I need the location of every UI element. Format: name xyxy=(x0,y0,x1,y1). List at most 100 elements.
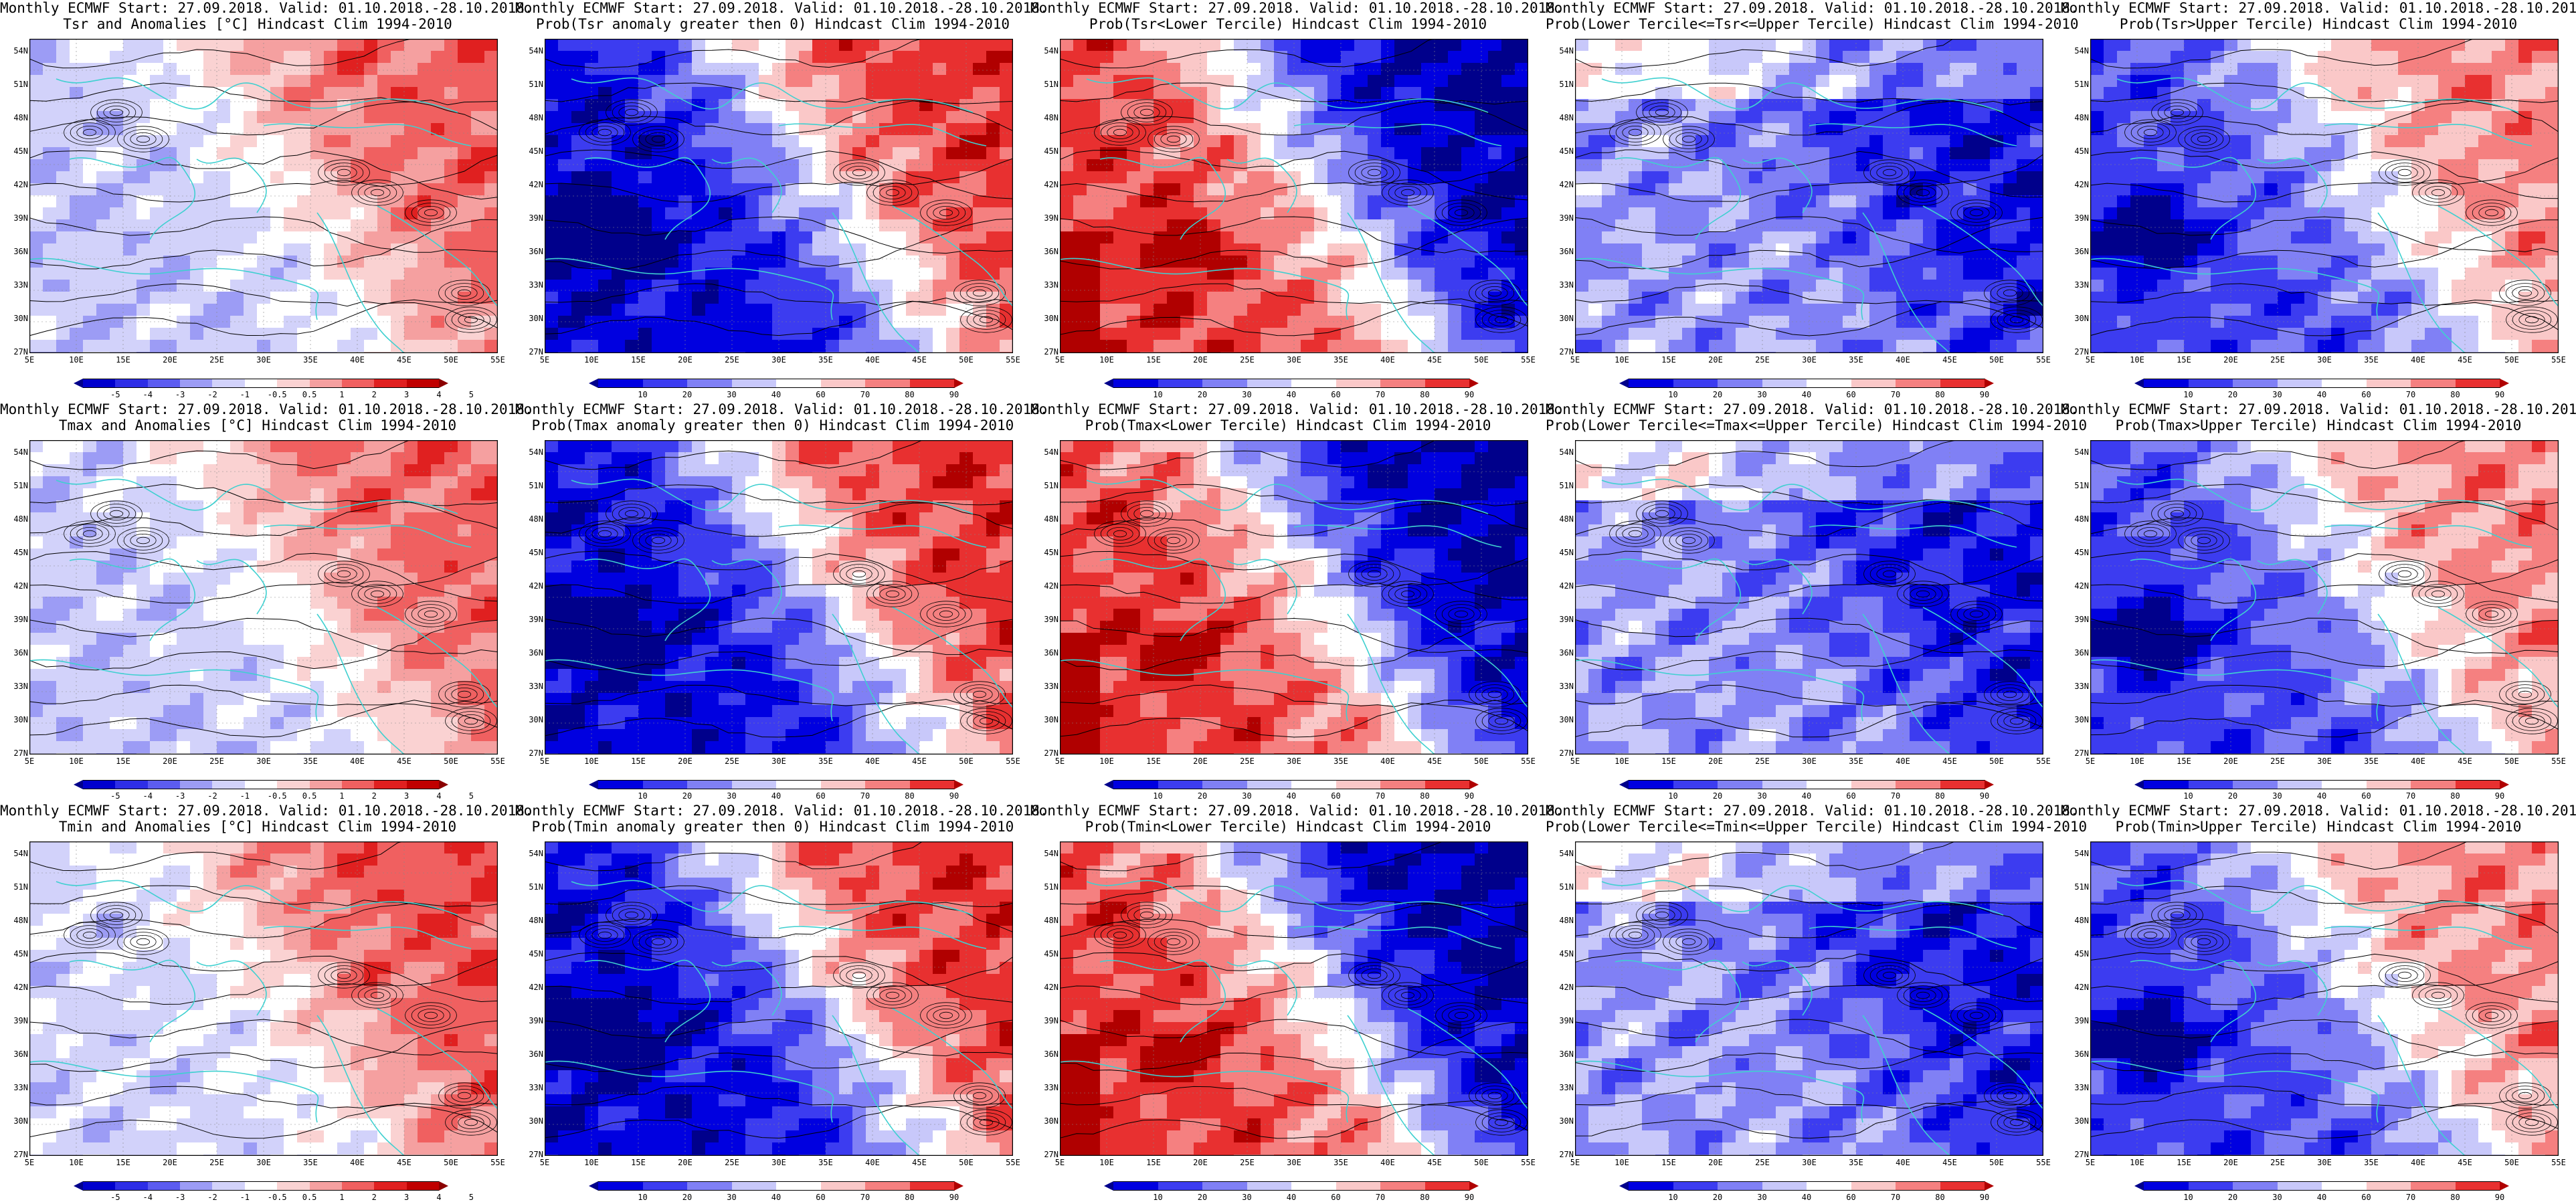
shaded-field xyxy=(29,841,498,1156)
colorbar-segment xyxy=(1424,1181,1470,1191)
latitude-label: 42N xyxy=(13,983,28,992)
longitude-label: 10E xyxy=(1099,1158,1114,1167)
latitude-label: 48N xyxy=(529,113,543,122)
longitude-label: 30E xyxy=(256,757,271,766)
latitude-label: 36N xyxy=(529,247,543,256)
latitude-label: 48N xyxy=(529,514,543,524)
latitude-label: 36N xyxy=(1044,247,1059,256)
colorbar: 10 20 30 40 60 70 80 90 xyxy=(1619,1181,1994,1201)
latitude-label: 42N xyxy=(2074,180,2089,189)
latitude-label: 48N xyxy=(2074,916,2089,925)
longitude-label: 15E xyxy=(2177,757,2191,766)
longitude-label: 50E xyxy=(959,757,974,766)
colorbar-label: -1 xyxy=(240,390,250,399)
coastlines xyxy=(2090,478,2559,755)
longitude-label: 40E xyxy=(865,1158,880,1167)
colorbar-label: 80 xyxy=(2450,1193,2460,1202)
latitude-label: 45N xyxy=(13,548,28,557)
colorbar-min-arrow xyxy=(1104,379,1113,388)
colorbar-label: 60 xyxy=(1846,791,1856,801)
longitude-label: 40E xyxy=(350,757,365,766)
colorbar-label: 70 xyxy=(1375,390,1386,399)
colorbar-segment xyxy=(2366,780,2411,789)
latitude-label: 36N xyxy=(2074,648,2089,658)
longitude-label: 50E xyxy=(2504,355,2519,365)
colorbar-label: 2 xyxy=(371,1193,377,1202)
map-canvas xyxy=(1060,39,1528,353)
longitude-label: 50E xyxy=(2504,757,2519,766)
colorbar-max-arrow xyxy=(439,379,448,388)
colorbar-segment xyxy=(1807,780,1851,789)
longitude-label: 50E xyxy=(1474,1158,1489,1167)
longitude-label: 50E xyxy=(1989,757,2004,766)
colorbar-label: 40 xyxy=(771,390,781,399)
latitude-label: 30N xyxy=(1559,314,1574,323)
colorbar-min-arrow xyxy=(74,780,83,789)
colorbar-label: 70 xyxy=(1890,791,1901,801)
map-canvas xyxy=(2090,841,2559,1156)
map-frame xyxy=(29,841,498,1156)
map-canvas xyxy=(545,841,1013,1156)
longitude-label: 15E xyxy=(116,355,130,365)
map-panel: Monthly ECMWF Start: 27.09.2018. Valid: … xyxy=(2061,401,2576,803)
longitude-label: 40E xyxy=(2411,757,2425,766)
colorbar-label: 30 xyxy=(727,1193,737,1202)
colorbar-segment xyxy=(1380,1181,1425,1191)
longitude-label: 40E xyxy=(350,355,365,365)
colorbar-segment xyxy=(374,1181,407,1191)
colorbar-label: -0.5 xyxy=(267,390,287,399)
map-panel: Monthly ECMWF Start: 27.09.2018. Valid: … xyxy=(2061,803,2576,1204)
longitude-label: 25E xyxy=(1755,1158,1770,1167)
colorbar-segment xyxy=(83,379,116,388)
coastlines xyxy=(545,478,1013,755)
map-frame xyxy=(29,39,498,353)
colorbar-min-arrow xyxy=(1619,1181,1629,1191)
longitude-label: 10E xyxy=(1615,355,1629,365)
colorbar-label: 90 xyxy=(2494,1193,2505,1202)
longitude-label: 55E xyxy=(2551,1158,2566,1167)
longitude-label: 40E xyxy=(865,355,880,365)
latitude-label: 39N xyxy=(1044,615,1059,624)
colorbar-segment xyxy=(1807,1181,1851,1191)
longitude-label: 20E xyxy=(678,1158,693,1167)
graticule xyxy=(1060,440,1528,755)
colorbar-segment xyxy=(1673,1181,1718,1191)
latitude-label: 42N xyxy=(2074,581,2089,591)
longitude-label: 35E xyxy=(303,757,318,766)
latitude-label: 27N xyxy=(529,748,543,758)
colorbar-max-arrow xyxy=(1985,1181,1994,1191)
colorbar-label: 70 xyxy=(1890,1193,1901,1202)
colorbar-label: -5 xyxy=(110,791,120,801)
longitude-label: 35E xyxy=(2364,757,2379,766)
longitude-label: 30E xyxy=(1287,355,1301,365)
latitude-label: 54N xyxy=(1044,46,1059,56)
colorbar-segment xyxy=(180,379,213,388)
longitude-label: 20E xyxy=(2223,355,2238,365)
latitude-label: 45N xyxy=(1559,949,1574,959)
panel-title: Monthly ECMWF Start: 27.09.2018. Valid: … xyxy=(0,0,533,32)
latitude-label: 42N xyxy=(529,180,543,189)
latitude-label: 48N xyxy=(1044,514,1059,524)
colorbar-label: 60 xyxy=(1331,1193,1341,1202)
colorbar-label: 0.5 xyxy=(302,791,317,801)
colorbar-label: 20 xyxy=(1712,1193,1723,1202)
latitude-label: 39N xyxy=(1559,1016,1574,1025)
longitude-label: 50E xyxy=(2504,1158,2519,1167)
colorbar-segment xyxy=(277,379,310,388)
longitude-label: 25E xyxy=(725,757,739,766)
colorbar-min-arrow xyxy=(2134,780,2144,789)
climatology-contours xyxy=(1060,39,1528,336)
colorbar-label: 10 xyxy=(2183,390,2193,399)
colorbar-segment xyxy=(1113,379,1158,388)
map-panel: Monthly ECMWF Start: 27.09.2018. Valid: … xyxy=(1546,0,2079,401)
map-panel: Monthly ECMWF Start: 27.09.2018. Valid: … xyxy=(0,401,533,803)
panel-title: Monthly ECMWF Start: 27.09.2018. Valid: … xyxy=(1546,803,2088,835)
latitude-label: 45N xyxy=(1044,949,1059,959)
latitude-label: 51N xyxy=(1044,80,1059,89)
longitude-label: 25E xyxy=(2270,1158,2285,1167)
longitude-label: 20E xyxy=(1193,1158,1208,1167)
shaded-field xyxy=(1060,39,1528,353)
longitude-label: 10E xyxy=(584,757,599,766)
latitude-label: 51N xyxy=(13,481,28,490)
colorbar-label: 5 xyxy=(468,390,474,399)
